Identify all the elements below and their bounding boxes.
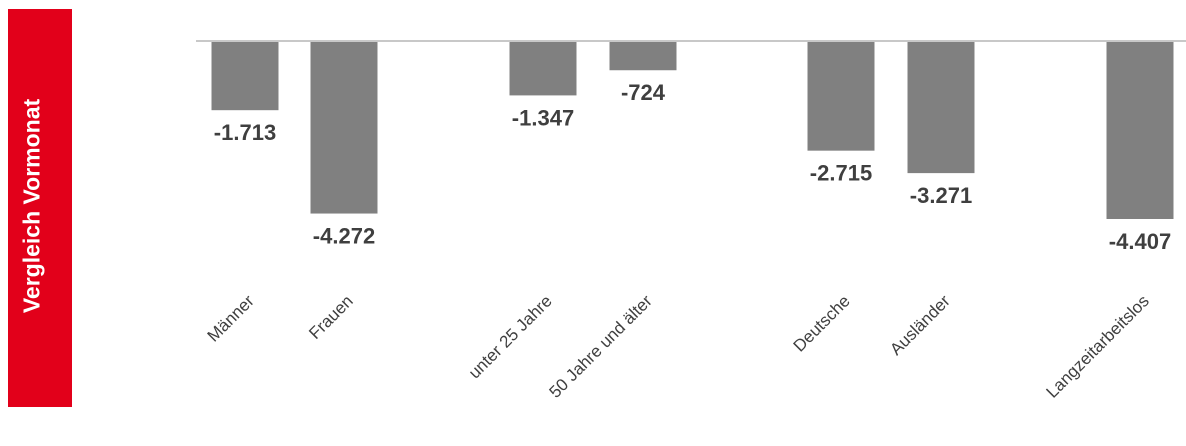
- bar-50-jahre-und-aelter: [609, 41, 677, 71]
- data-label-deutsche: -2.715: [810, 161, 872, 186]
- category-label-langzeitarbeitslos: Langzeitarbeitslos: [1042, 291, 1152, 401]
- data-label-unter-25-jahre: -1.347: [512, 105, 574, 130]
- data-label-maenner: -1.713: [214, 120, 276, 145]
- data-label-50-jahre-und-aelter: -724: [621, 80, 666, 105]
- category-label-deutsche: Deutsche: [790, 291, 854, 355]
- side-panel: [8, 9, 72, 407]
- data-label-frauen: -4.272: [313, 224, 375, 249]
- bar-unter-25-jahre: [509, 41, 577, 96]
- category-label-auslaender: Ausländer: [886, 291, 954, 359]
- bar-auslaender: [907, 41, 975, 174]
- data-label-auslaender: -3.271: [910, 183, 972, 208]
- bar-deutsche: [807, 41, 875, 151]
- bars: [211, 41, 1174, 219]
- category-label-50-jahre-und-aelter: 50 Jahre und älter: [545, 291, 656, 402]
- bar-frauen: [310, 41, 378, 214]
- data-label-langzeitarbeitslos: -4.407: [1109, 229, 1171, 254]
- data-labels: -1.713 -4.272 -1.347 -724 -2.715 -3.271 -4.407: [214, 80, 1171, 254]
- bar-langzeitarbeitslos: [1106, 41, 1174, 219]
- category-label-unter-25-jahre: unter 25 Jahre: [465, 291, 556, 382]
- category-label-maenner: Männer: [204, 291, 258, 345]
- category-label-frauen: Frauen: [305, 291, 357, 343]
- bar-maenner: [211, 41, 279, 111]
